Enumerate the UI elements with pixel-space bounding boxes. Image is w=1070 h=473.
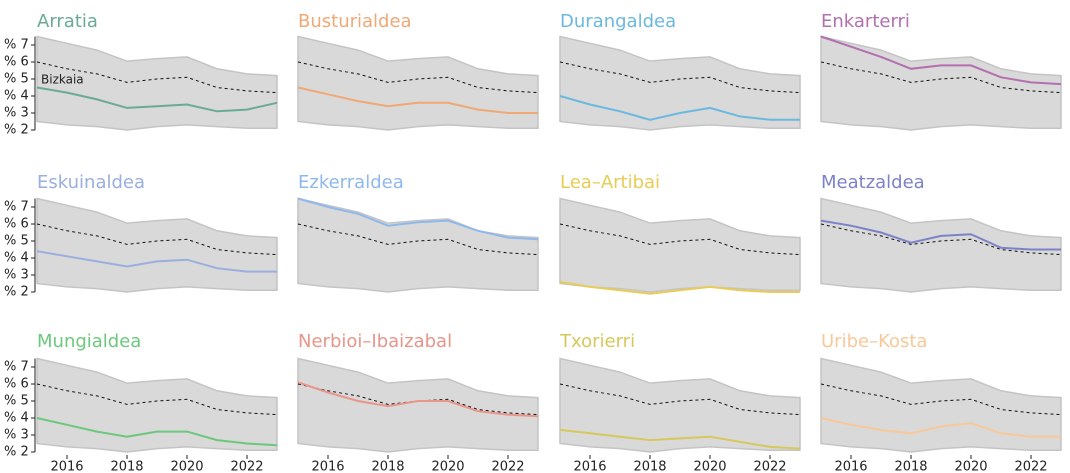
x-tick-label: 2022 <box>753 460 786 473</box>
x-tick-label: 2016 <box>834 460 867 473</box>
range-band <box>297 357 539 453</box>
panel-title: Ezkerraldea <box>298 172 404 193</box>
series-line <box>297 197 539 241</box>
x-tick-label: 2020 <box>954 460 987 473</box>
panel-title: Arratia <box>37 11 98 32</box>
range-band <box>820 357 1062 453</box>
x-tick-label: 2022 <box>491 460 524 473</box>
series-line <box>820 417 1061 438</box>
range-band <box>36 35 278 131</box>
series-line <box>36 86 278 113</box>
y-tick-label: % 4 <box>4 411 29 426</box>
reference-label: Bizkaia <box>41 73 84 87</box>
reference-line <box>36 61 278 94</box>
x-tick-label: 2016 <box>50 460 83 473</box>
series-line <box>820 219 1061 251</box>
series-line <box>36 250 277 273</box>
range-band <box>559 357 801 453</box>
range-band <box>559 197 801 293</box>
panel: Arratia Bizkaia % 2 % 3 % 4 % 5 % 6 % 7 <box>4 11 278 138</box>
panel: Ezkerraldea <box>297 172 539 293</box>
x-tick-label: 2016 <box>311 460 344 473</box>
y-tick-label: % 5 <box>4 72 29 87</box>
x-tick-label: 2022 <box>230 460 263 473</box>
y-tick-label: % 7 <box>4 200 29 215</box>
series-line <box>297 381 539 418</box>
x-tick-label: 2016 <box>573 460 606 473</box>
reference-line <box>297 61 539 94</box>
panel-title: Mungialdea <box>37 331 141 352</box>
panel-title: Eskuinaldea <box>37 172 145 193</box>
x-tick-label: 2022 <box>1014 460 1047 473</box>
panel-title: Durangaldea <box>560 11 676 32</box>
y-tick-label: % 3 <box>4 268 29 283</box>
y-tick-label: % 3 <box>4 106 29 121</box>
panel: Eskuinaldea % 2 % 3 % 4 % 5 % 6 % 7 <box>4 172 278 300</box>
y-tick-label: % 6 <box>4 377 29 392</box>
panel: Meatzaldea <box>820 172 1062 293</box>
panel: Txorierri 2016 2018 2020 2022 <box>559 331 801 473</box>
panel: Lea–Artibai <box>559 172 801 295</box>
series-line <box>297 86 538 114</box>
x-tick-label: 2018 <box>894 460 927 473</box>
panel-title: Lea–Artibai <box>560 172 660 193</box>
y-tick-label: % 7 <box>4 38 29 53</box>
y-tick-label: % 2 <box>4 123 29 138</box>
series-line <box>559 280 800 295</box>
y-tick-label: % 7 <box>4 360 29 375</box>
panel: Busturialdea <box>297 11 539 131</box>
y-tick-label: % 2 <box>4 285 29 300</box>
x-tick-label: 2018 <box>110 460 143 473</box>
series-line <box>36 417 278 447</box>
series-line <box>559 428 801 450</box>
reference-line <box>36 383 278 416</box>
series-line <box>559 95 800 121</box>
range-band <box>297 35 539 131</box>
panel-title: Busturialdea <box>298 11 412 32</box>
reference-line <box>36 223 278 256</box>
reference-line <box>820 61 1062 94</box>
reference-line <box>559 223 801 256</box>
panel-title: Txorierri <box>559 331 635 352</box>
x-tick-label: 2020 <box>431 460 464 473</box>
y-tick-label: % 2 <box>4 445 29 460</box>
y-tick-label: % 3 <box>4 428 29 443</box>
y-tick-label: % 5 <box>4 394 29 409</box>
series-line <box>820 35 1062 86</box>
reference-line <box>559 383 801 416</box>
x-tick-label: 2018 <box>371 460 404 473</box>
panel: Enkarterri <box>820 11 1062 131</box>
range-band <box>820 35 1062 131</box>
x-tick-label: 2018 <box>633 460 666 473</box>
panel-title: Enkarterri <box>821 11 910 32</box>
range-band <box>559 35 801 131</box>
y-tick-label: % 4 <box>4 89 29 104</box>
range-band <box>36 197 278 293</box>
reference-line <box>820 223 1062 256</box>
y-tick-label: % 4 <box>4 251 29 266</box>
y-tick-label: % 6 <box>4 217 29 232</box>
panel: Uribe–Kosta 2016 2018 2020 2022 <box>820 331 1062 473</box>
range-band <box>297 197 539 293</box>
panel: Durangaldea <box>559 11 801 131</box>
panel-title: Nerbioi–Ibaizabal <box>298 331 452 352</box>
reference-line <box>297 223 539 256</box>
y-tick-label: % 5 <box>4 234 29 249</box>
panel-title: Uribe–Kosta <box>821 331 927 352</box>
panel: Mungialdea % 2 % 3 % 4 % 5 % 6 % 7 2016 2018 2020… <box>4 331 278 473</box>
x-tick-label: 2020 <box>693 460 726 473</box>
reference-line <box>559 61 801 94</box>
range-band <box>36 357 278 453</box>
panel: Nerbioi–Ibaizabal 2016 2018 2020 2022 <box>297 331 539 473</box>
panel-title: Meatzaldea <box>821 172 925 193</box>
range-band <box>820 197 1062 293</box>
x-tick-label: 2020 <box>170 460 203 473</box>
y-tick-label: % 6 <box>4 55 29 70</box>
reference-line <box>820 383 1062 416</box>
